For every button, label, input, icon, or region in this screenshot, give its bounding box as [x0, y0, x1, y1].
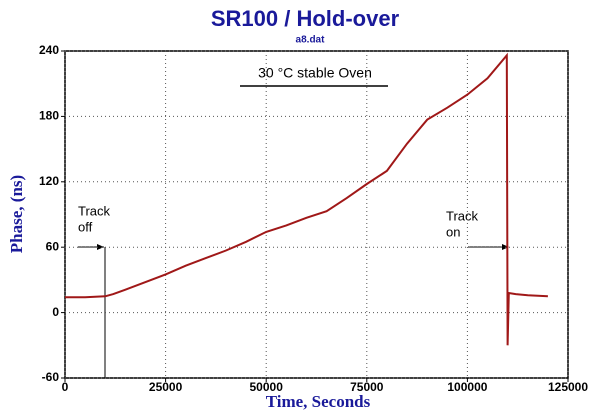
annotation: off — [78, 219, 93, 234]
x-tick-label: 75000 — [350, 380, 384, 394]
y-tick-label: 0 — [52, 305, 59, 319]
y-tick-label: 240 — [39, 43, 59, 57]
annotation: 30 °C stable Oven — [258, 65, 372, 81]
chart-title: SR100 / Hold-over — [211, 6, 400, 31]
y-tick-label: 120 — [39, 174, 59, 188]
chart-subtitle: a8.dat — [296, 35, 326, 46]
arrow-head — [97, 244, 104, 250]
x-tick-label: 50000 — [250, 380, 284, 394]
y-tick-label: 180 — [39, 109, 59, 123]
annotation: Track — [78, 203, 111, 218]
annotation: on — [446, 224, 460, 239]
annotation: Track — [446, 208, 479, 223]
y-tick-label: -60 — [42, 370, 60, 384]
x-tick-label: 25000 — [149, 380, 183, 394]
y-axis-label: Phase, (ns) — [7, 175, 26, 253]
plot-frame — [64, 50, 569, 379]
data-line — [65, 52, 548, 346]
x-tick-label: 125000 — [548, 380, 588, 394]
x-axis-label: Time, Seconds — [266, 392, 371, 411]
x-tick-label: 0 — [62, 380, 69, 394]
x-tick-label: 100000 — [447, 380, 487, 394]
y-tick-label: 60 — [46, 239, 60, 253]
